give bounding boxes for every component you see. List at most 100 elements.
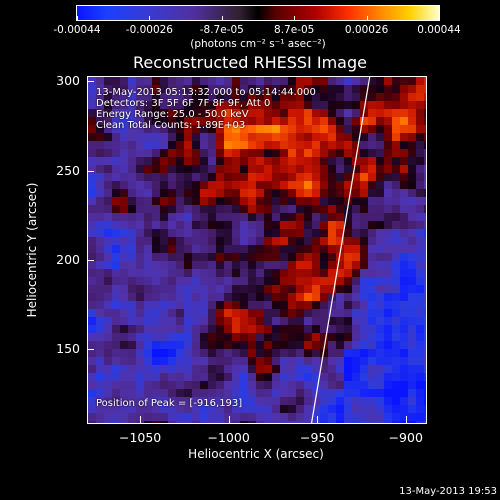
heatmap-cell: [288, 309, 296, 317]
heatmap-cell: [392, 149, 400, 157]
heatmap-cell: [272, 117, 280, 125]
heatmap-cell: [368, 397, 376, 405]
heatmap-cell: [128, 149, 136, 157]
heatmap-cell: [96, 181, 104, 189]
heatmap-cell: [200, 221, 208, 229]
heatmap-cell: [216, 165, 224, 173]
heatmap-cell: [208, 261, 216, 269]
heatmap-cell: [112, 373, 120, 381]
heatmap-cell: [216, 109, 224, 117]
heatmap-cell: [216, 253, 224, 261]
heatmap-cell: [184, 293, 192, 301]
heatmap-cell: [160, 325, 168, 333]
heatmap-cell: [392, 373, 400, 381]
heatmap-cell: [336, 77, 344, 85]
heatmap-cell: [400, 245, 408, 253]
heatmap-cell: [224, 117, 232, 125]
heatmap-cell: [352, 397, 360, 405]
heatmap-cell: [336, 85, 344, 93]
heatmap-cell: [288, 397, 296, 405]
heatmap-cell: [416, 397, 424, 405]
heatmap-cell: [96, 293, 104, 301]
heatmap-cell: [184, 189, 192, 197]
heatmap-cell: [352, 413, 360, 421]
heatmap-cell: [120, 357, 128, 365]
heatmap-cell: [144, 101, 152, 109]
heatmap-cell: [160, 261, 168, 269]
heatmap-cell: [288, 349, 296, 357]
heatmap-cell: [144, 149, 152, 157]
heatmap-cell: [416, 253, 424, 261]
heatmap-cell: [360, 421, 368, 423]
heatmap-cell: [376, 253, 384, 261]
heatmap-cell: [128, 237, 136, 245]
heatmap-cell: [160, 253, 168, 261]
heatmap-cell: [144, 181, 152, 189]
heatmap-cell: [152, 245, 160, 253]
heatmap-cell: [400, 165, 408, 173]
heatmap-cell: [240, 245, 248, 253]
heatmap-cell: [152, 301, 160, 309]
heatmap-cell: [208, 213, 216, 221]
heatmap-cell: [304, 413, 312, 421]
heatmap-cell: [280, 349, 288, 357]
heatmap-cell: [232, 157, 240, 165]
heatmap-cell: [352, 293, 360, 301]
heatmap-cell: [400, 229, 408, 237]
heatmap-cell: [176, 285, 184, 293]
heatmap-cell: [304, 229, 312, 237]
heatmap-cell: [280, 205, 288, 213]
heatmap-cell: [376, 365, 384, 373]
heatmap-cell: [344, 389, 352, 397]
heatmap-cell: [208, 205, 216, 213]
heatmap-cell: [104, 381, 112, 389]
heatmap-cell: [144, 245, 152, 253]
heatmap-cell: [232, 149, 240, 157]
heatmap-cell: [416, 85, 424, 93]
heatmap-cell: [216, 317, 224, 325]
heatmap-cell: [240, 389, 248, 397]
heatmap-cell: [336, 317, 344, 325]
heatmap-cell: [360, 413, 368, 421]
heatmap-cell: [128, 413, 136, 421]
heatmap-cell: [192, 389, 200, 397]
heatmap-cell: [144, 125, 152, 133]
heatmap-cell: [216, 261, 224, 269]
heatmap-cell: [360, 389, 368, 397]
heatmap-cell: [256, 141, 264, 149]
heatmap-cell: [392, 237, 400, 245]
heatmap-cell: [408, 373, 416, 381]
heatmap-cell: [352, 229, 360, 237]
heatmap-cell: [288, 141, 296, 149]
heatmap-cell: [360, 261, 368, 269]
heatmap-cell: [168, 373, 176, 381]
heatmap-cell: [208, 237, 216, 245]
heatmap-cell: [384, 389, 392, 397]
heatmap-cell: [96, 381, 104, 389]
heatmap-cell: [288, 373, 296, 381]
heatmap-cell: [304, 245, 312, 253]
heatmap-cell: [424, 421, 426, 423]
heatmap-cell: [168, 125, 176, 133]
heatmap-cell: [272, 413, 280, 421]
heatmap-cell: [96, 397, 104, 405]
heatmap-cell: [392, 181, 400, 189]
heatmap-cell: [392, 245, 400, 253]
heatmap-cell: [128, 133, 136, 141]
heatmap-cell: [152, 397, 160, 405]
heatmap-cell: [368, 229, 376, 237]
heatmap-cell: [352, 197, 360, 205]
heatmap-cell: [232, 389, 240, 397]
heatmap-cell: [88, 237, 96, 245]
heatmap-cell: [368, 93, 376, 101]
heatmap-cell: [320, 277, 328, 285]
heatmap-cell: [384, 325, 392, 333]
heatmap-cell: [392, 349, 400, 357]
heatmap-cell: [272, 109, 280, 117]
heatmap-cell: [232, 309, 240, 317]
heatmap-cell: [296, 285, 304, 293]
heatmap-cell: [416, 93, 424, 101]
heatmap-cell: [272, 197, 280, 205]
heatmap-cell: [408, 253, 416, 261]
heatmap-cell: [304, 421, 312, 423]
